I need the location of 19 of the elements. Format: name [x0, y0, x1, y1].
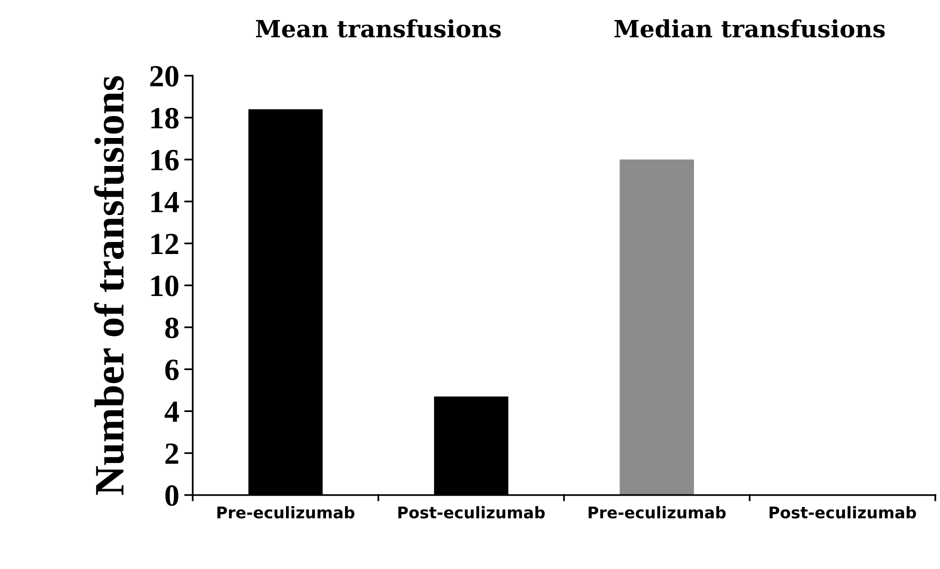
y-tick-label: 14 [151, 192, 179, 212]
y-tick-label: 2 [166, 443, 178, 464]
y-tick-label: 18 [151, 108, 178, 129]
text: Mean transfusions [256, 19, 501, 38]
bar [620, 160, 694, 496]
x-tick-label: Post-eculizumab [770, 506, 916, 519]
x-tick-label: Pre-eculizumab [588, 506, 726, 519]
x-tick-label: Post-eculizumab [398, 506, 545, 519]
y-tick-label: 16 [151, 150, 179, 170]
y-tick-label: 12 [151, 234, 178, 254]
y-tick-label: 20 [150, 66, 178, 87]
y-tick-label: 10 [151, 276, 178, 296]
y-tick-label: 6 [165, 360, 179, 380]
y-axis-title: Number of transfusions [94, 76, 124, 495]
y-tick-label: 4 [164, 402, 179, 422]
y-tick-label: 8 [165, 318, 178, 338]
text: Median transfusions [614, 19, 885, 38]
y-tick-label: 0 [165, 485, 178, 506]
x-tick-label: Pre-eculizumab [217, 506, 354, 519]
